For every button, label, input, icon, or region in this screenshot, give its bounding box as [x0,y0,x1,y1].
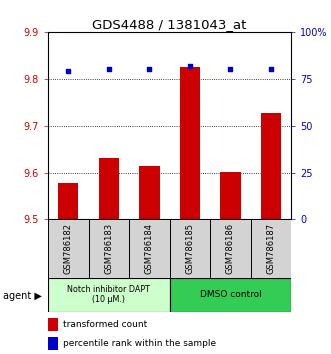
Text: DMSO control: DMSO control [200,290,261,299]
Text: GSM786185: GSM786185 [185,223,194,274]
Point [228,67,233,72]
Bar [58,183,78,219]
Point [268,67,274,72]
Bar [129,219,169,278]
Bar [48,219,88,278]
Text: transformed count: transformed count [63,320,147,329]
Bar [169,219,210,278]
Text: GSM786182: GSM786182 [64,223,73,274]
Point [147,67,152,72]
Text: GSM786183: GSM786183 [104,223,113,274]
Text: GSM786184: GSM786184 [145,223,154,274]
Bar [220,172,241,219]
Point [106,67,112,72]
Bar [261,113,281,219]
Text: Notch inhibitor DAPT
(10 μM.): Notch inhibitor DAPT (10 μM.) [68,285,150,304]
Point [66,68,71,74]
Text: agent ▶: agent ▶ [3,291,42,301]
Text: GSM786186: GSM786186 [226,223,235,274]
Bar [88,219,129,278]
Bar [48,337,58,350]
Bar [251,219,291,278]
Text: percentile rank within the sample: percentile rank within the sample [63,339,216,348]
Bar [48,278,169,312]
Bar [48,318,58,331]
Bar [210,219,251,278]
Bar [139,166,160,219]
Title: GDS4488 / 1381043_at: GDS4488 / 1381043_at [92,18,247,31]
Bar [180,67,200,219]
Point [187,63,193,68]
Text: GSM786187: GSM786187 [266,223,275,274]
Bar [99,158,119,219]
Bar [169,278,291,312]
